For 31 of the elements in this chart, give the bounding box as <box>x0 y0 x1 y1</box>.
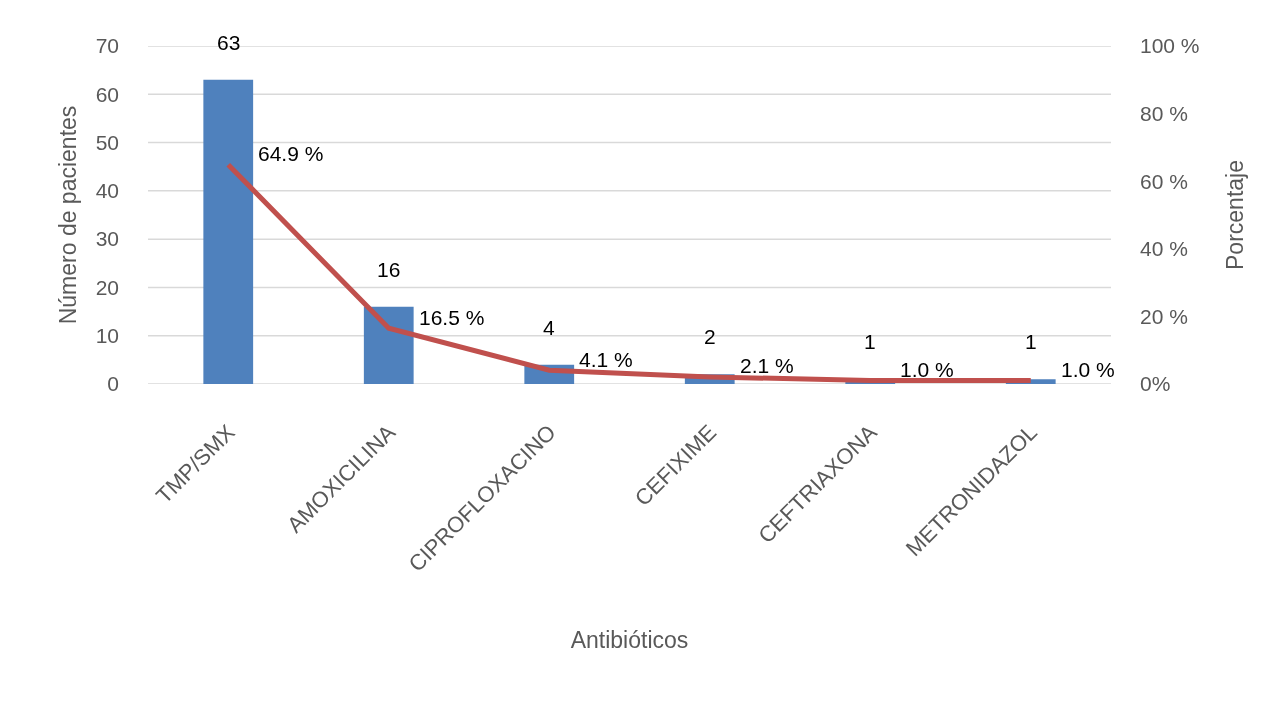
data-label: 64.9 % <box>258 142 324 165</box>
y2-tick-label: 60 % <box>1140 169 1188 193</box>
data-label: 1.0 % <box>900 358 954 381</box>
data-label: 1 <box>864 330 876 353</box>
data-label: 16 <box>377 258 401 281</box>
y2-axis-title: Porcentaje <box>1222 160 1249 270</box>
data-label: 1.0 % <box>1061 358 1115 381</box>
y-tick-label: 30 <box>95 227 119 251</box>
data-label: 2.1 % <box>740 354 794 377</box>
x-axis-title: Antibióticos <box>570 627 689 654</box>
data-label: 4 <box>543 316 555 339</box>
y-tick-label: 60 <box>95 82 119 106</box>
y2-tick-label: 20 % <box>1140 304 1188 328</box>
y-axis-title: Número de pacientes <box>55 105 82 325</box>
data-label: 63 <box>217 31 241 54</box>
y-tick-label: 10 <box>95 324 119 348</box>
y2-tick-label: 40 % <box>1140 237 1188 261</box>
bar <box>203 79 254 384</box>
y2-tick-label: 0% <box>1140 372 1171 396</box>
data-label: 4.1 % <box>579 348 633 371</box>
y-tick-label: 40 <box>95 179 119 203</box>
y-tick-label: 70 <box>95 34 119 58</box>
y2-tick-label: 100 % <box>1140 34 1200 58</box>
bar <box>363 306 414 384</box>
data-label: 16.5 % <box>419 306 485 329</box>
y2-tick-label: 80 % <box>1140 101 1188 125</box>
data-label: 1 <box>1025 330 1037 353</box>
y-tick-label: 50 <box>95 130 119 154</box>
y-tick-label: 20 <box>95 275 119 299</box>
data-label: 2 <box>704 325 716 348</box>
y-tick-label: 0 <box>107 372 119 396</box>
